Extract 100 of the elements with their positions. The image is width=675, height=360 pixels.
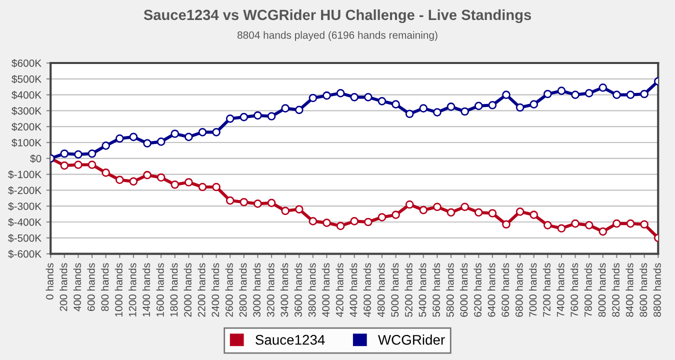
y-tick-label: $-100K — [8, 170, 42, 179]
point — [170, 130, 180, 138]
point — [184, 132, 193, 142]
point — [626, 219, 635, 228]
point — [102, 168, 110, 177]
x-tick-label: 3000 hands — [252, 263, 261, 317]
point — [60, 161, 69, 170]
x-tick-label: 8200 hands — [612, 263, 620, 317]
y-tick-label: $-400K — [8, 218, 42, 226]
point — [60, 149, 69, 158]
point — [584, 221, 594, 230]
point — [74, 160, 82, 169]
point — [474, 208, 483, 217]
point — [143, 170, 152, 180]
point — [419, 206, 428, 214]
legend-label: Sauce1234 — [256, 334, 325, 345]
x-tick-label: 7800 hands — [584, 263, 592, 317]
point — [350, 93, 359, 102]
point — [156, 173, 166, 182]
x-tick-label: 3200 hands — [266, 263, 274, 317]
x-tick-label: 4400 hands — [350, 263, 358, 318]
y-tick-label: $-500K — [8, 234, 42, 242]
x-tick-label: 6800 hands — [515, 263, 523, 317]
point — [240, 112, 248, 122]
x-tick-label: 4600 hands — [363, 263, 371, 318]
point — [88, 160, 96, 169]
point — [156, 138, 166, 146]
point — [516, 103, 524, 112]
x-tick-label: 5400 hands — [418, 263, 426, 317]
x-tick-label: 6200 hands — [474, 263, 482, 317]
point — [350, 217, 359, 226]
point — [571, 90, 580, 99]
point — [74, 150, 82, 159]
x-tick-label: 400 hands — [73, 263, 82, 312]
point — [460, 202, 469, 212]
x-tick-label: 6600 hands — [501, 263, 510, 317]
x-tick-label: 5000 hands — [390, 263, 399, 317]
point — [626, 90, 635, 99]
x-tick-label: 1800 hands — [170, 263, 178, 316]
x-tick-label: 7600 hands — [570, 263, 578, 317]
point — [460, 107, 469, 116]
point — [544, 221, 552, 230]
point — [115, 176, 124, 184]
point — [294, 106, 304, 114]
point — [102, 142, 110, 150]
x-tick-label: 1000 hands — [114, 263, 122, 316]
y-tick-label: $-600K — [8, 250, 42, 258]
point — [530, 100, 538, 109]
x-tick-label: 4200 hands — [336, 263, 344, 318]
point — [212, 128, 220, 136]
x-tick-label: 2600 hands — [225, 263, 233, 317]
point — [226, 114, 234, 123]
point — [212, 182, 220, 192]
x-tick-label: 8400 hands — [626, 263, 634, 317]
point — [557, 224, 566, 233]
x-tick-label: 3800 hands — [308, 263, 316, 317]
x-tick-label: 7400 hands — [556, 263, 564, 317]
y-tick-label: $-200K — [8, 186, 42, 195]
point — [433, 202, 442, 212]
x-tick-label: 1600 hands — [156, 263, 164, 316]
x-tick-label: 1200 hands — [128, 263, 136, 316]
y-tick-label: $0 — [30, 154, 42, 163]
x-tick-label: 8800 hands — [653, 263, 661, 317]
y-tick-label: $600K — [12, 59, 42, 68]
x-tick-label: 5200 hands — [404, 263, 412, 317]
point — [226, 196, 234, 205]
point — [392, 100, 400, 109]
point — [240, 198, 248, 206]
point — [254, 200, 262, 208]
point — [378, 213, 386, 222]
x-tick-label: 8600 hands — [639, 263, 648, 317]
x-tick-label: 7200 hands — [542, 263, 550, 317]
point — [198, 182, 207, 192]
point — [267, 198, 276, 208]
x-tick-label: 6400 hands — [488, 263, 496, 317]
x-tick-label: 3400 hands — [280, 263, 288, 317]
point — [364, 218, 372, 226]
point — [446, 102, 456, 111]
point — [294, 205, 304, 214]
point — [143, 139, 152, 148]
x-tick-label: 800 hands — [100, 263, 109, 312]
point — [308, 217, 318, 226]
point — [184, 178, 193, 186]
y-tick-label: $200K — [12, 122, 42, 132]
x-tick-label: 6000 hands — [460, 263, 468, 317]
point — [502, 90, 510, 99]
point — [612, 90, 621, 99]
x-tick-label: 5800 hands — [446, 263, 454, 317]
chart-subtitle: 8804 hands played (6196 hands remaining) — [237, 31, 438, 41]
point — [88, 149, 96, 158]
x-tick-label: 7000 hands — [529, 263, 537, 317]
x-tick-label: 5600 hands — [432, 263, 440, 317]
point — [612, 219, 621, 228]
y-tick-label: $500K — [12, 74, 42, 84]
point — [322, 218, 331, 227]
point — [170, 180, 180, 189]
point — [129, 177, 138, 186]
x-tick-label: 1400 hands — [142, 263, 150, 316]
point — [544, 90, 552, 98]
x-tick-label: 0 hands — [46, 263, 54, 300]
